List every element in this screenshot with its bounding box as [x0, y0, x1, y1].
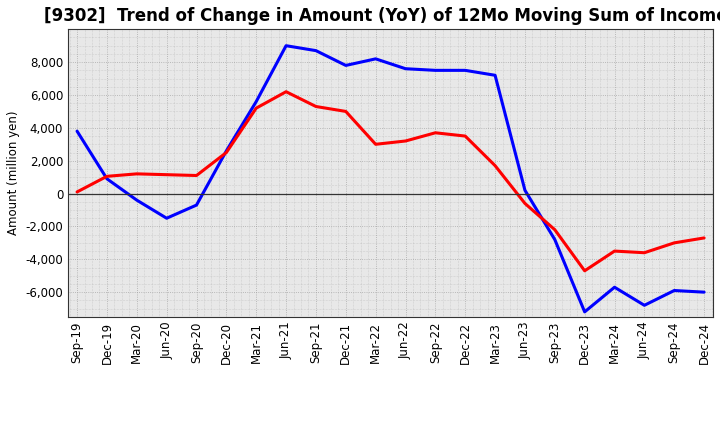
Ordinary Income [491, 73, 500, 78]
Ordinary Income [341, 63, 350, 68]
Net Income [551, 227, 559, 232]
Net Income [611, 249, 619, 254]
Y-axis label: Amount (million yen): Amount (million yen) [7, 111, 20, 235]
Net Income [73, 189, 81, 194]
Ordinary Income [401, 66, 410, 71]
Ordinary Income [611, 285, 619, 290]
Net Income [252, 106, 261, 111]
Net Income [192, 173, 201, 178]
Ordinary Income [551, 237, 559, 242]
Net Income [282, 89, 290, 94]
Net Income [341, 109, 350, 114]
Net Income [670, 240, 678, 246]
Ordinary Income [700, 290, 708, 295]
Ordinary Income [312, 48, 320, 53]
Net Income [491, 163, 500, 168]
Legend: Ordinary Income, Net Income: Ordinary Income, Net Income [228, 434, 554, 440]
Ordinary Income [73, 128, 81, 134]
Ordinary Income [670, 288, 678, 293]
Line: Ordinary Income: Ordinary Income [77, 46, 704, 312]
Net Income [162, 172, 171, 177]
Net Income [640, 250, 649, 255]
Net Income [103, 174, 112, 179]
Ordinary Income [132, 198, 141, 203]
Net Income [461, 133, 469, 139]
Title: [9302]  Trend of Change in Amount (YoY) of 12Mo Moving Sum of Incomes: [9302] Trend of Change in Amount (YoY) o… [44, 7, 720, 25]
Net Income [580, 268, 589, 273]
Ordinary Income [162, 216, 171, 221]
Ordinary Income [282, 43, 290, 48]
Net Income [401, 138, 410, 143]
Ordinary Income [640, 303, 649, 308]
Net Income [431, 130, 440, 136]
Ordinary Income [252, 99, 261, 104]
Ordinary Income [192, 202, 201, 208]
Ordinary Income [431, 68, 440, 73]
Ordinary Income [580, 309, 589, 315]
Ordinary Income [372, 56, 380, 62]
Ordinary Income [461, 68, 469, 73]
Net Income [521, 201, 529, 206]
Net Income [372, 142, 380, 147]
Net Income [312, 104, 320, 109]
Ordinary Income [222, 148, 230, 154]
Line: Net Income: Net Income [77, 92, 704, 271]
Ordinary Income [103, 176, 112, 181]
Net Income [700, 235, 708, 241]
Net Income [132, 171, 141, 176]
Net Income [222, 150, 230, 155]
Ordinary Income [521, 187, 529, 193]
